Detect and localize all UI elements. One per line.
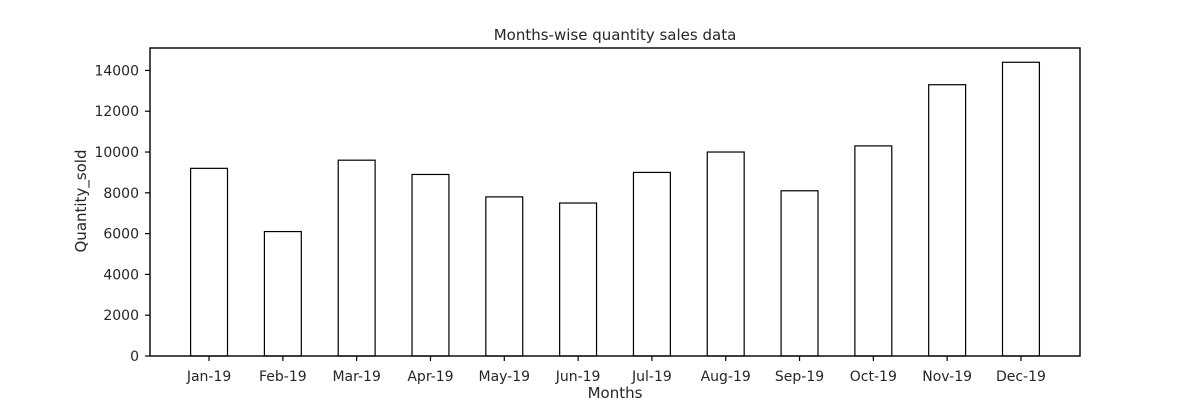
x-tick-label: Jun-19 [555,369,601,385]
bar-may-19 [485,196,524,357]
x-axis-label: Months [588,384,643,400]
x-tick-label: Mar-19 [332,369,380,385]
x-tick-label: Dec-19 [996,369,1046,385]
x-tick-label: Apr-19 [407,369,453,385]
x-tick-label: Feb-19 [259,369,307,385]
chart-title: Months-wise quantity sales data [494,26,737,44]
bar-mar-19 [337,159,376,357]
bar-apr-19 [411,173,450,357]
x-tick-label: May-19 [478,369,530,385]
bar-jul-19 [632,171,671,357]
bar-sep-19 [780,190,819,357]
y-tick-label: 12000 [94,104,139,120]
y-axis-label: Quantity_sold [72,149,91,252]
y-tick-label: 2000 [103,308,139,324]
bar-aug-19 [706,151,745,357]
plot-frame [149,47,1081,357]
y-tick-label: 0 [130,349,139,365]
x-tick-label: Jul-19 [631,369,672,385]
bar-feb-19 [263,230,302,357]
plot-area: Jan-19 Feb-19 Mar-19 Apr-19 May-19 Jun-19 Jul-… [94,47,1081,385]
x-tick-label: Aug-19 [701,369,751,385]
y-tick-label: 6000 [103,227,139,243]
bar-dec-19 [1001,61,1041,357]
bar-jun-19 [559,202,598,357]
x-tick-label: Jan-19 [186,369,231,385]
y-tick-label: 10000 [94,145,139,161]
x-tick-label: Nov-19 [922,369,972,385]
x-tick-label: Oct-19 [850,369,897,385]
bar-nov-19 [928,84,967,357]
y-tick-label: 4000 [103,267,139,283]
bar-oct-19 [854,145,893,357]
y-tick-label: 8000 [103,186,139,202]
y-tick-label: 14000 [94,63,139,79]
x-tick-label: Sep-19 [775,369,824,385]
bar-jan-19 [189,167,229,357]
